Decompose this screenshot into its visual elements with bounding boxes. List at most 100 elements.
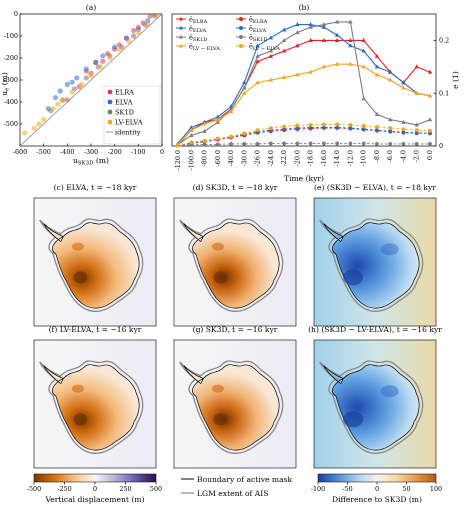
panel-b-x-tick-label: -120.0 (174, 150, 182, 170)
panel-b-point (229, 141, 233, 146)
colorbar-displacement-label: Vertical displacement (m) (45, 495, 145, 504)
panel-b-point (361, 127, 366, 132)
panel-b-point (375, 128, 379, 133)
mask-boundary-label: Boundary of active mask (197, 475, 293, 484)
panel-b-point (321, 122, 326, 127)
panel-b-line-mean-elra (177, 127, 430, 146)
panel-b-point (268, 126, 273, 130)
lgm-extent-label: LGM extent of AIS (197, 489, 268, 498)
panel-b-point (401, 85, 406, 90)
active-mask-boundary (43, 222, 140, 309)
panel-a-legend-box (103, 85, 161, 145)
panel-b-legend-marker (179, 43, 183, 48)
panel-b-point (242, 90, 247, 95)
panel-b-point (388, 77, 393, 82)
panel-a-legend: ELRA ELVA SK1D LV-ELVA identity (103, 85, 161, 145)
panel-a-point-elra (131, 27, 137, 34)
displacement-peak (73, 271, 88, 284)
mask-legend: Boundary of active mask LGM extent of AI… (181, 475, 293, 498)
panel-b-point (295, 126, 300, 130)
panel-b-x-tick-label: -60.0 (214, 150, 222, 166)
panel-b-point (308, 122, 313, 127)
active-mask-boundary (323, 364, 420, 451)
identity-line (20, 14, 162, 146)
panel-b-point (348, 43, 353, 48)
panel-a-point-lv-elva (78, 81, 85, 87)
panel-a-point-elva (93, 59, 99, 65)
panel-b-label: (b) (299, 3, 310, 12)
panel-a-legend-marker (107, 99, 113, 105)
panel-a-x-tick-label: -600 (13, 148, 27, 156)
panel-b-legend-marker (239, 35, 243, 39)
panel-a-point-lv-elva (50, 106, 56, 112)
colorbar-difference-ticks: -100 -50 0 50 100 (311, 482, 442, 493)
panel-b-x-tick-label: -22.0 (280, 150, 288, 166)
colorbar-tick-label: 250 (119, 485, 131, 493)
map-panel-d-caption: (d) SK3D, t = −18 kyr (193, 183, 278, 192)
panel-b-point (308, 22, 313, 27)
panel-b-x-tick-label: -8.0 (373, 150, 381, 162)
panel-b-point (414, 130, 419, 135)
panel-b-point (202, 121, 207, 126)
panel-a: (a) -500 -400 -300 -200 -100 0 -600 -500 -400 -3… (0, 3, 164, 167)
panel-a-point-elra (147, 14, 153, 19)
colorbar-tick-label: 100 (430, 485, 442, 493)
panel-b-point (308, 125, 313, 130)
panel-a-x-tick-label: -500 (36, 148, 50, 156)
displacement-peak (73, 413, 88, 426)
panel-b-x-tick-label: -16.0 (320, 150, 328, 166)
panel-b-point (348, 141, 353, 146)
panel-a-legend-label: ELVA (115, 99, 133, 107)
panel-b-point (427, 93, 433, 98)
panel-a-label: (a) (86, 3, 96, 12)
panel-b-point (427, 117, 433, 122)
panel-b-point (295, 22, 300, 27)
panel-b-point (202, 142, 207, 147)
colorbar-tick-label: 500 (150, 485, 162, 493)
panel-b-point (242, 141, 247, 146)
panel-b-point (334, 19, 340, 24)
displacement-peak (71, 242, 84, 251)
panel-b-point (388, 69, 393, 74)
panel-b-legend-label-mean: ēLV − ELVA (249, 42, 280, 52)
panel-a-point-lv-elva (97, 64, 104, 70)
map-panel-e-caption: (e) (SK3D − ELVA), t = −18 kyr (314, 183, 436, 192)
panel-a-y-tick-label: -200 (4, 54, 18, 62)
panel-b-y-tick-label: 0.2 (439, 37, 449, 45)
panel-a-point-lv-elva (135, 30, 141, 36)
panel-a-y-tick-label: -400 (4, 98, 18, 106)
panel-b-legend-marker (179, 16, 183, 21)
panel-a-point-lv-elva (88, 73, 94, 79)
displacement-peak (211, 384, 224, 393)
panel-b-x-tick-label: -24.0 (267, 150, 275, 166)
panel-b-point (361, 38, 366, 42)
panel-b-x-tick-label: -2.0 (413, 150, 421, 162)
panel-b-point (361, 64, 366, 69)
panel-b-point (281, 27, 287, 32)
map-panel-c-caption: (c) ELVA, t = −18 kyr (54, 183, 137, 192)
panel-b-point (334, 38, 340, 42)
panel-a-point-elva (83, 66, 89, 72)
map-panel-f-caption: (f) LV-ELVA, t = −16 kyr (49, 325, 142, 334)
panel-b-point (295, 30, 300, 35)
panel-b-point (335, 141, 340, 146)
panel-b-point (334, 32, 340, 37)
panel-b-point (255, 80, 260, 85)
panel-b-point (228, 109, 234, 114)
panel-b-point (268, 141, 273, 146)
panel-b-point (401, 127, 406, 132)
panel-b-x-tick-label: -10.0 (360, 150, 368, 166)
panel-b-x-tick-label: -30.0 (240, 150, 248, 166)
map-panel-g: (g) SK3D, t = −16 kyr (173, 325, 297, 469)
colorbar-tick-label: -100 (311, 485, 325, 493)
panel-b-point (388, 141, 393, 146)
panel-a-point-lv-elva (55, 101, 61, 107)
colorbar-tick-label: -500 (27, 485, 41, 493)
panel-b-point (361, 96, 366, 101)
difference-minimum (380, 243, 399, 256)
panel-a-point-lv-elva (22, 130, 28, 136)
colorbar-tick-label: 0 (375, 485, 379, 493)
panel-a-x-tick-label: -200 (107, 148, 121, 156)
displacement-peak (213, 271, 228, 284)
